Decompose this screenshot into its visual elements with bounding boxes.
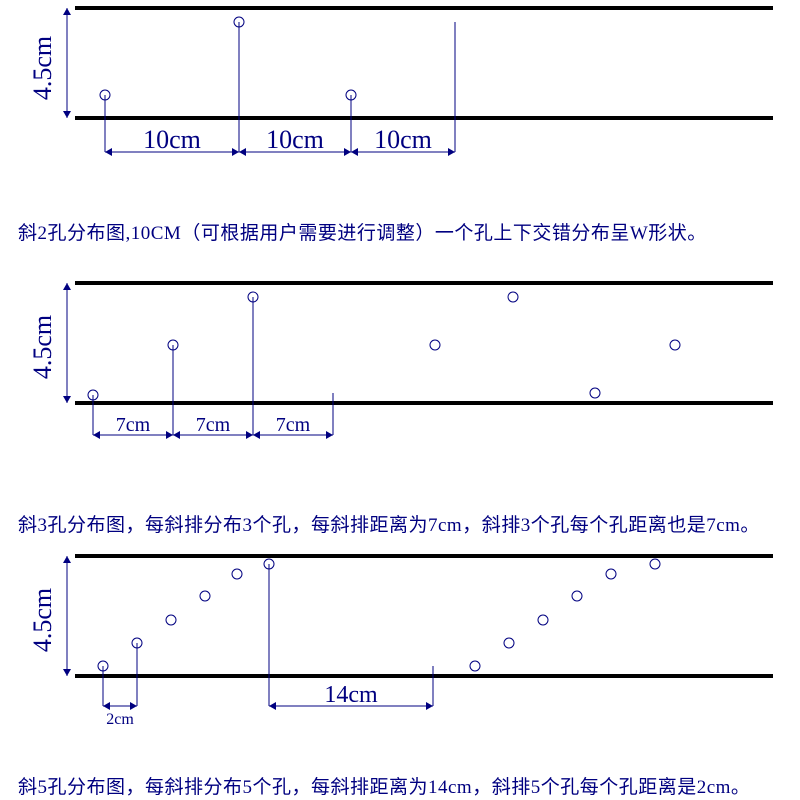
diagram-3-svg: 4.5cm 2cm 14cm [15, 548, 775, 728]
svg-text:4.5cm: 4.5cm [28, 36, 57, 100]
caption-d1: 斜2孔分布图,10CM（可根据用户需要进行调整）一个孔上下交错分布呈W形状。 [18, 218, 707, 245]
diagram-2-svg: 4.5cm 7cm 7cm 7cm [15, 275, 775, 455]
svg-text:7cm: 7cm [276, 414, 311, 436]
svg-text:2cm: 2cm [106, 711, 134, 728]
svg-text:7cm: 7cm [196, 414, 231, 436]
svg-text:10cm: 10cm [143, 125, 201, 154]
caption-d2: 斜3孔分布图，每斜排分布3个孔，每斜排距离为7cm，斜排3个孔每个孔距离也是7c… [18, 510, 760, 537]
svg-text:10cm: 10cm [374, 125, 432, 154]
svg-text:10cm: 10cm [266, 125, 324, 154]
svg-text:4.5cm: 4.5cm [28, 315, 57, 379]
svg-text:7cm: 7cm [116, 414, 151, 436]
svg-text:4.5cm: 4.5cm [28, 588, 57, 652]
svg-text:14cm: 14cm [324, 682, 378, 708]
diagram-1-svg: 4.5cm 10cm 10cm 10cm [15, 0, 775, 170]
caption-d3: 斜5孔分布图，每斜排分布5个孔，每斜排距离为14cm，斜排5个孔每个孔距离是2c… [18, 772, 750, 799]
